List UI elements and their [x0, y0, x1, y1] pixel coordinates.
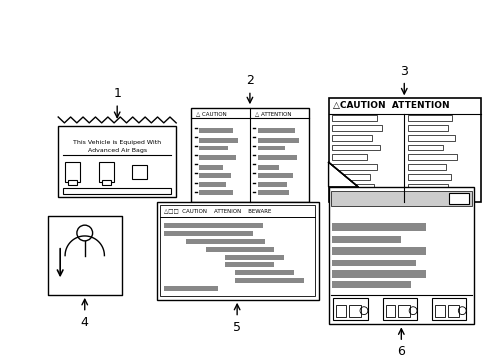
Bar — [333, 115, 377, 121]
Bar — [333, 184, 374, 190]
Bar — [333, 270, 426, 278]
Text: △ CAUTION: △ CAUTION — [196, 112, 226, 117]
Bar — [333, 260, 416, 266]
Bar — [164, 286, 219, 291]
Bar — [432, 298, 466, 320]
Bar — [333, 223, 426, 231]
Bar — [132, 165, 147, 179]
Text: △□□  CAUTION    ATTENION    BEWARE: △□□ CAUTION ATTENION BEWARE — [164, 208, 272, 213]
Bar — [191, 108, 309, 202]
Bar — [329, 187, 474, 324]
Bar — [258, 173, 293, 178]
Bar — [408, 135, 455, 141]
Bar — [58, 126, 176, 197]
Bar — [449, 193, 469, 204]
Bar — [408, 174, 451, 180]
Text: 4: 4 — [81, 316, 89, 329]
Bar — [164, 231, 253, 236]
Bar — [199, 165, 223, 170]
Bar — [349, 305, 361, 316]
Bar — [199, 155, 236, 160]
Bar — [408, 154, 457, 160]
Bar — [65, 162, 80, 182]
Bar — [199, 173, 231, 178]
Bar — [49, 216, 122, 295]
Polygon shape — [329, 162, 358, 187]
Bar — [258, 138, 299, 143]
Text: 1: 1 — [113, 87, 121, 100]
Bar — [258, 165, 279, 170]
Bar — [206, 247, 274, 252]
Bar — [156, 202, 318, 300]
Text: 3: 3 — [400, 65, 408, 78]
Bar — [63, 188, 172, 194]
Bar — [68, 180, 77, 185]
Bar — [333, 135, 372, 141]
Bar — [102, 180, 111, 185]
Bar — [258, 155, 297, 160]
Bar — [408, 144, 442, 150]
Bar — [99, 162, 114, 182]
Bar — [333, 164, 377, 170]
Bar — [333, 247, 426, 255]
Text: Advanced Air Bags: Advanced Air Bags — [88, 148, 147, 153]
Bar — [447, 305, 459, 316]
Bar — [333, 125, 382, 131]
Bar — [333, 236, 401, 243]
Bar — [333, 174, 370, 180]
Bar — [199, 138, 238, 143]
Bar — [386, 305, 395, 316]
Bar — [333, 154, 367, 160]
Bar — [258, 190, 289, 195]
Text: 2: 2 — [246, 75, 254, 87]
Bar — [235, 278, 304, 283]
Bar — [258, 182, 287, 187]
Bar — [235, 270, 294, 275]
Bar — [225, 262, 274, 267]
Bar — [199, 145, 228, 150]
Text: △CAUTION  ATTENTION: △CAUTION ATTENTION — [334, 101, 450, 110]
Text: 6: 6 — [397, 345, 405, 358]
Bar — [160, 206, 315, 296]
Bar — [199, 182, 226, 187]
Bar — [329, 98, 481, 202]
Bar — [398, 305, 410, 316]
Bar — [408, 115, 452, 121]
Text: This Vehicle is Equiped With: This Vehicle is Equiped With — [73, 140, 161, 145]
Text: △ ATTENTION: △ ATTENTION — [255, 112, 292, 117]
Bar — [331, 191, 472, 206]
Bar — [199, 190, 233, 195]
Bar — [408, 184, 447, 190]
Bar — [383, 298, 417, 320]
Bar — [408, 125, 447, 131]
Bar — [186, 239, 265, 244]
Bar — [199, 128, 233, 133]
Text: 5: 5 — [233, 320, 241, 333]
Bar — [408, 164, 445, 170]
Bar — [258, 128, 295, 133]
Bar — [164, 223, 263, 228]
Bar — [258, 145, 285, 150]
Bar — [225, 255, 284, 260]
Bar — [333, 144, 380, 150]
Bar — [334, 298, 368, 320]
Bar — [337, 305, 346, 316]
Bar — [333, 281, 411, 288]
Bar — [435, 305, 444, 316]
